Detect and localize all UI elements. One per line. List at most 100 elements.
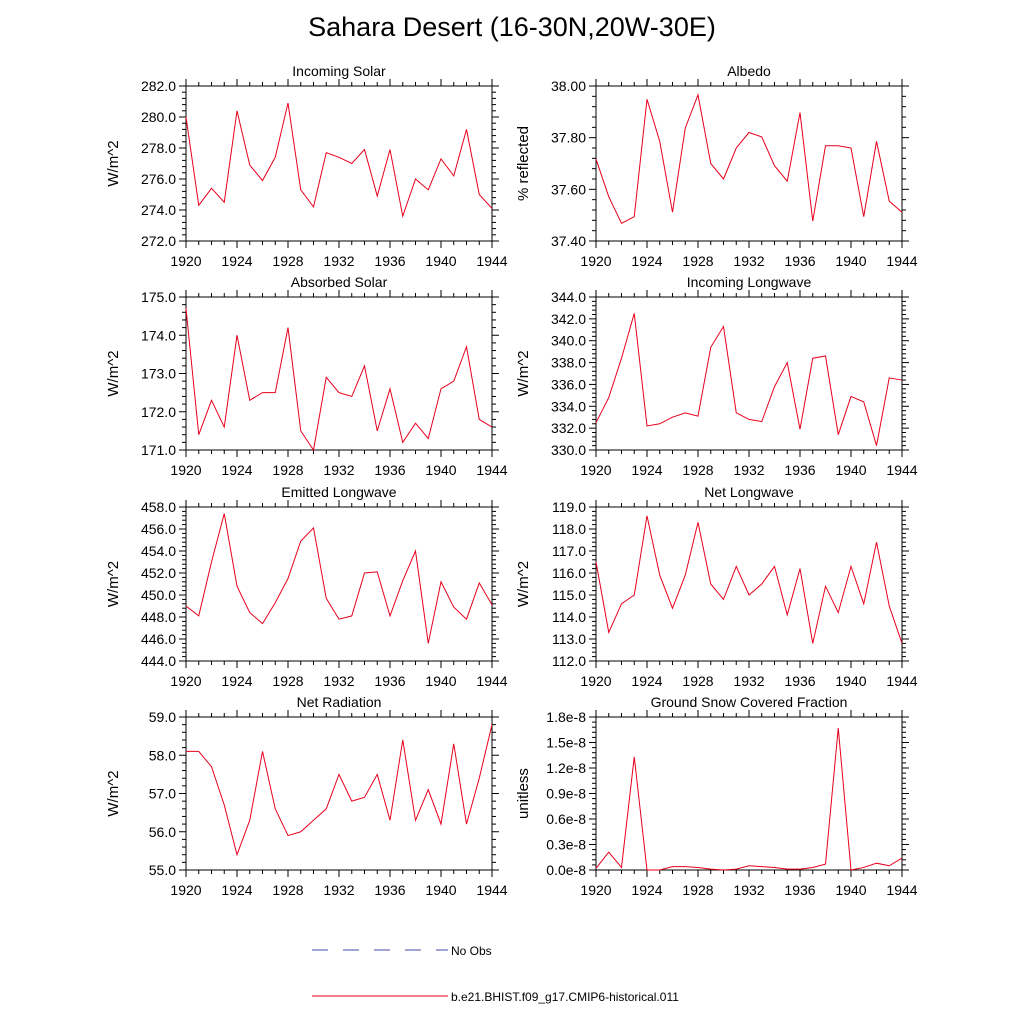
y-tick-label: 334.0 [551, 398, 586, 414]
y-tick-label: 58.0 [149, 747, 176, 763]
chart-title: Net Longwave [704, 484, 794, 500]
y-axis-label: % reflected [515, 126, 532, 201]
y-tick-label: 116.0 [552, 565, 586, 581]
chart-absorbed-solar: Absorbed Solar 171.0 172.0 173.0 174.0 175.0 1… [105, 274, 508, 478]
x-tick-label: 1944 [476, 673, 507, 689]
chart-incoming-longwave: Incoming Longwave 330.0 332.0 334.0 336.0 338… [515, 274, 918, 478]
series-line [185, 308, 493, 452]
y-tick-label: 276.0 [141, 171, 176, 187]
legend-label: No Obs [451, 944, 492, 958]
x-tick-label: 1944 [886, 882, 917, 898]
x-tick-label: 1928 [682, 673, 713, 689]
series-line [186, 724, 493, 857]
x-tick-label: 1936 [784, 882, 815, 898]
y-tick-label: 332.0 [551, 420, 586, 436]
x-tick-label: 1920 [170, 673, 201, 689]
legend-label: b.e21.BHIST.f09_g17.CMIP6-historical.011 [451, 990, 679, 1004]
series-line [185, 102, 493, 219]
x-tick-label: 1944 [886, 253, 917, 269]
y-tick-label: 272.0 [141, 233, 176, 249]
y-tick-label: 340.0 [551, 333, 586, 349]
x-tick-label: 1928 [272, 253, 303, 269]
x-tick-label: 1920 [580, 253, 611, 269]
y-tick-label: 274.0 [141, 202, 176, 218]
figure-title: Sahara Desert (16-30N,20W-30E) [308, 12, 716, 42]
plot-frame [185, 85, 493, 242]
x-tick-label: 1924 [631, 882, 662, 898]
x-tick-label: 1940 [425, 673, 456, 689]
chart-title: Incoming Longwave [687, 274, 812, 290]
x-tick-label: 1944 [886, 673, 917, 689]
x-tick-label: 1936 [374, 882, 405, 898]
x-tick-label: 1924 [631, 462, 662, 478]
x-tick-label: 1936 [374, 673, 405, 689]
y-tick-label: 115.0 [552, 587, 586, 603]
x-tick-label: 1944 [476, 882, 507, 898]
y-axis-label: W/m^2 [105, 350, 122, 396]
chart-title: Albedo [727, 63, 771, 79]
chart-title: Ground Snow Covered Fraction [651, 694, 848, 710]
y-tick-label: 458.0 [141, 499, 176, 515]
y-tick-label: 171.0 [141, 442, 176, 458]
y-tick-label: 330.0 [551, 442, 586, 458]
x-tick-label: 1944 [476, 462, 507, 478]
y-tick-label: 172.0 [141, 404, 176, 420]
y-tick-label: 57.0 [149, 786, 176, 802]
y-tick-label: 174.0 [141, 327, 176, 343]
chart-net-radiation: Net Radiation 55.0 56.0 57.0 58.0 59.0 1920 192… [105, 694, 508, 898]
x-tick-label: 1932 [323, 253, 354, 269]
x-tick-label: 1932 [323, 462, 354, 478]
x-tick-label: 1936 [374, 462, 405, 478]
x-tick-label: 1928 [272, 673, 303, 689]
y-tick-label: 0.0e-8 [546, 862, 586, 878]
y-tick-label: 37.40 [551, 233, 586, 249]
chart-title: Absorbed Solar [291, 274, 388, 290]
y-tick-label: 446.0 [141, 631, 176, 647]
x-tick-label: 1920 [580, 462, 611, 478]
series-line [595, 93, 903, 224]
y-tick-label: 38.00 [551, 78, 586, 94]
x-tick-label: 1932 [733, 673, 764, 689]
x-tick-label: 1924 [221, 253, 252, 269]
y-tick-label: 0.3e-8 [546, 837, 586, 853]
y-tick-label: 1.8e-8 [546, 709, 586, 725]
x-tick-label: 1940 [835, 882, 866, 898]
x-tick-label: 1944 [886, 462, 917, 478]
x-tick-label: 1924 [631, 253, 662, 269]
y-axis-label: W/m^2 [105, 561, 122, 607]
series-line [595, 728, 903, 871]
chart-title: Emitted Longwave [281, 484, 396, 500]
chart-incoming-solar: Incoming Solar 272.0 274.0 276.0 278.0 280.0 2… [105, 63, 508, 269]
x-tick-label: 1920 [580, 673, 611, 689]
y-axis-label: unitless [515, 768, 532, 819]
y-tick-label: 0.6e-8 [546, 811, 586, 827]
x-tick-label: 1936 [784, 673, 815, 689]
y-tick-label: 37.60 [551, 181, 586, 197]
series-line [595, 515, 903, 644]
x-tick-label: 1928 [682, 882, 713, 898]
x-tick-label: 1932 [323, 882, 354, 898]
plot-frame [595, 296, 903, 451]
x-tick-label: 1936 [784, 462, 815, 478]
y-axis-label: W/m^2 [105, 140, 122, 186]
x-tick-label: 1920 [170, 882, 201, 898]
y-tick-label: 56.0 [149, 824, 176, 840]
plot-frame [185, 506, 493, 662]
series-line [185, 513, 493, 644]
y-tick-label: 117.0 [552, 543, 586, 559]
y-tick-label: 282.0 [141, 78, 176, 94]
y-tick-label: 118.0 [552, 521, 586, 537]
x-tick-label: 1940 [835, 673, 866, 689]
x-tick-label: 1932 [733, 462, 764, 478]
y-tick-label: 112.0 [552, 653, 586, 669]
x-tick-label: 1940 [835, 253, 866, 269]
x-tick-label: 1924 [631, 673, 662, 689]
series-line [595, 313, 903, 446]
y-axis-label: W/m^2 [515, 350, 532, 396]
x-tick-label: 1940 [835, 462, 866, 478]
y-tick-label: 280.0 [141, 109, 176, 125]
x-tick-label: 1936 [784, 253, 815, 269]
x-tick-label: 1928 [682, 462, 713, 478]
chart-title: Incoming Solar [292, 63, 386, 79]
